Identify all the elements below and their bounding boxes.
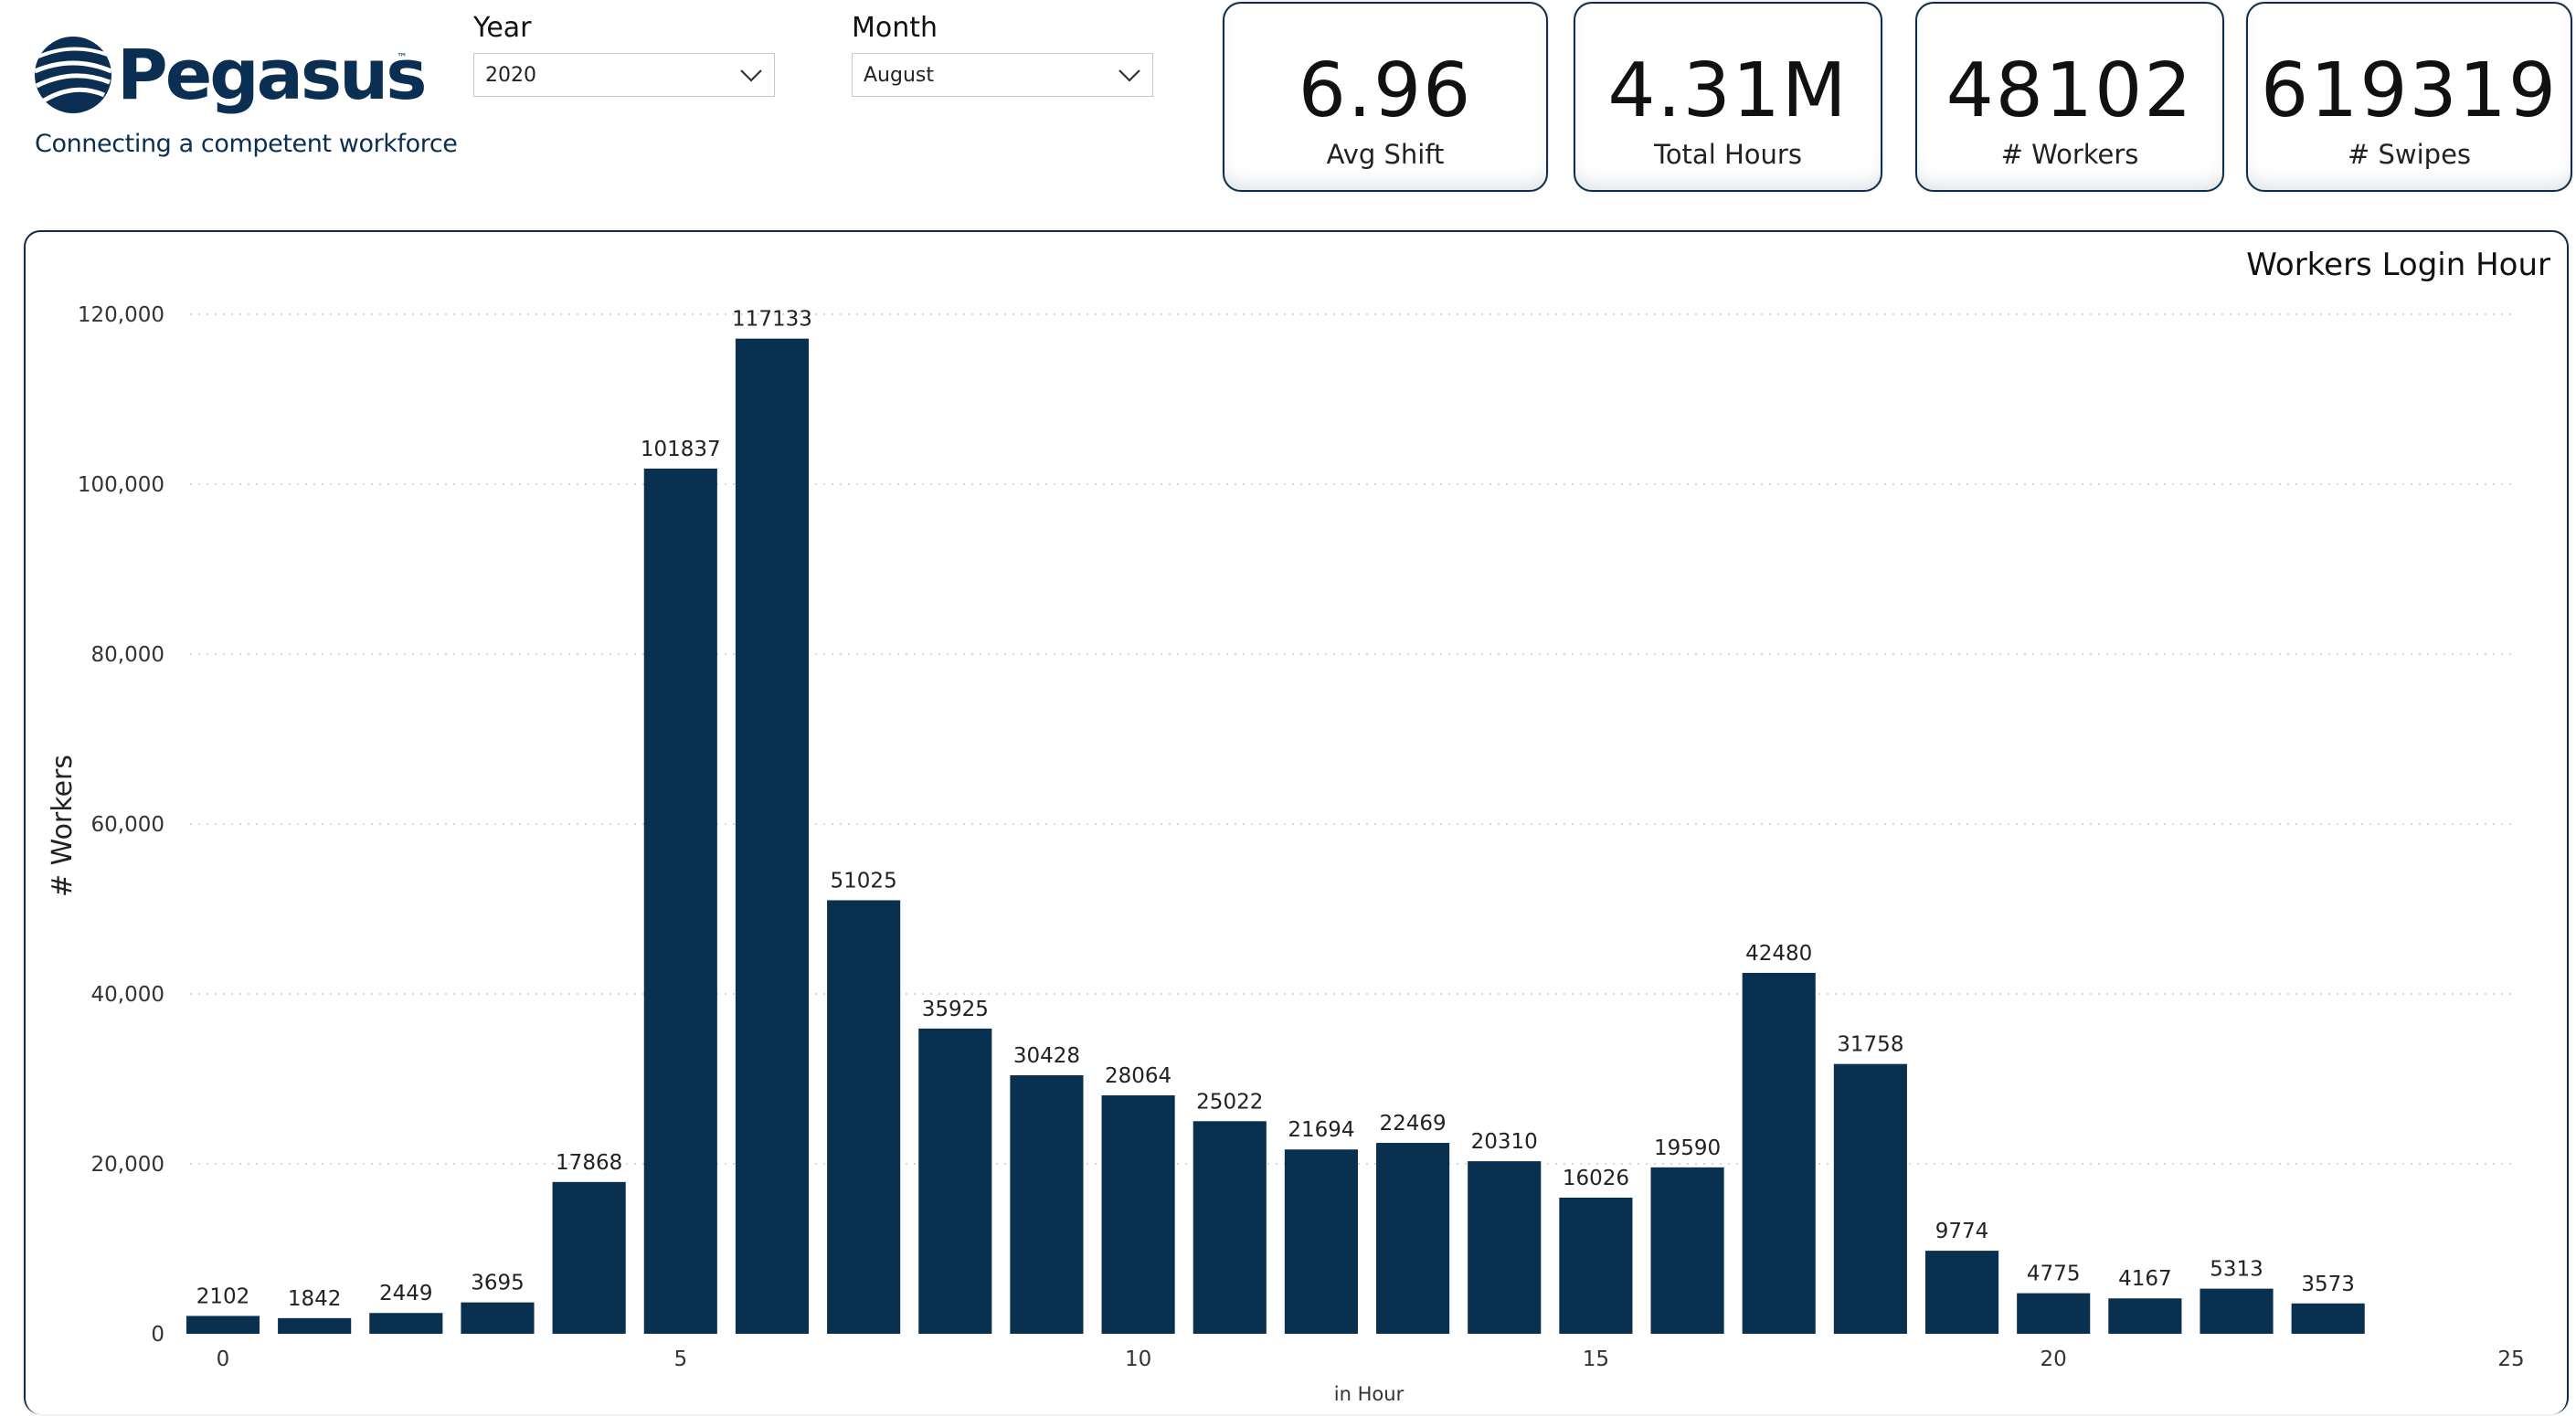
- bar: [461, 1302, 535, 1334]
- bar: [735, 338, 810, 1334]
- y-tick-label: 0: [151, 1323, 164, 1347]
- chart-title: Workers Login Hour: [2246, 247, 2550, 283]
- bar: [2200, 1288, 2274, 1334]
- data-label: 2102: [196, 1284, 250, 1308]
- data-label: 25022: [1196, 1090, 1263, 1114]
- data-label: 21694: [1288, 1118, 1354, 1142]
- bar: [2108, 1298, 2182, 1334]
- kpi-label: Avg Shift: [1326, 139, 1445, 170]
- bar: [1193, 1121, 1267, 1334]
- x-tick-label: 20: [2041, 1347, 2067, 1371]
- data-label: 31758: [1837, 1033, 1903, 1057]
- bar-chart-svg: 0 20,000 40,000 60,000 80,000 100,000 120,000 0…: [47, 303, 2525, 1405]
- data-label: 51025: [831, 869, 897, 893]
- y-tick-label: 20,000: [91, 1153, 164, 1177]
- data-label: 20310: [1471, 1130, 1538, 1154]
- kpi-label: # Workers: [2000, 139, 2139, 170]
- data-label: 3695: [471, 1272, 525, 1295]
- kpi-value: 6.96: [1298, 48, 1473, 134]
- month-dropdown[interactable]: August: [852, 53, 1153, 97]
- y-tick-label: 60,000: [91, 813, 164, 837]
- bar: [1376, 1143, 1450, 1334]
- data-label: 35925: [922, 998, 989, 1021]
- year-dropdown[interactable]: 2020: [473, 53, 775, 97]
- bar: [2291, 1303, 2365, 1334]
- data-label: 30428: [1013, 1044, 1080, 1068]
- chevron-down-icon: [1118, 69, 1140, 82]
- y-axis-title: # Workers: [47, 755, 79, 897]
- kpi-value: 48102: [1945, 48, 2194, 134]
- bar: [1010, 1075, 1084, 1334]
- kpi-card-swipes[interactable]: 619319 # Swipes: [2246, 2, 2572, 192]
- data-label: 5313: [2210, 1258, 2263, 1282]
- bar: [827, 900, 901, 1334]
- data-label: 117133: [732, 308, 812, 332]
- year-slicer-label: Year: [473, 12, 532, 44]
- y-tick-label: 40,000: [91, 983, 164, 1007]
- trademark-mark: ™: [397, 51, 408, 64]
- y-tick-label: 80,000: [91, 643, 164, 667]
- bar: [1742, 972, 1816, 1334]
- x-tick-label: 15: [1583, 1347, 1609, 1371]
- x-tick-label: 0: [217, 1347, 230, 1371]
- data-label: 16026: [1563, 1167, 1629, 1190]
- brand-name: Pegasus: [117, 34, 428, 115]
- month-selected-value: August: [864, 64, 934, 87]
- y-tick-label: 100,000: [78, 473, 164, 497]
- bar: [186, 1316, 260, 1334]
- bar: [552, 1181, 626, 1334]
- data-label: 22469: [1379, 1112, 1446, 1136]
- month-slicer: Month August: [852, 9, 1153, 97]
- x-tick-label: 25: [2497, 1347, 2524, 1371]
- bar: [1833, 1063, 1907, 1334]
- brand-tagline: Connecting a competent workforce: [35, 130, 458, 158]
- bar: [1284, 1149, 1358, 1334]
- year-slicer: Year 2020: [473, 9, 775, 97]
- bar: [1101, 1095, 1175, 1334]
- bar: [1650, 1167, 1724, 1334]
- kpi-card-avg-shift[interactable]: 6.96 Avg Shift: [1223, 2, 1548, 192]
- bar: [918, 1028, 992, 1334]
- chevron-down-icon: [740, 69, 762, 82]
- workers-login-hour-chart[interactable]: Workers Login Hour 0 20,000 40,000 60,000 80…: [24, 230, 2569, 1414]
- globe-logo-icon: [34, 37, 112, 113]
- kpi-label: Total Hours: [1654, 139, 1802, 170]
- data-label: 2449: [379, 1282, 433, 1305]
- kpi-label: # Swipes: [2347, 139, 2472, 170]
- data-label: 28064: [1105, 1064, 1171, 1088]
- data-label: 17868: [556, 1151, 622, 1175]
- kpi-value: 619319: [2260, 48, 2559, 134]
- bar: [1924, 1251, 1999, 1334]
- bar: [643, 468, 717, 1334]
- data-label: 1842: [288, 1287, 342, 1311]
- bar: [1559, 1197, 1633, 1334]
- bar: [369, 1313, 443, 1334]
- data-label: 4775: [2027, 1263, 2081, 1286]
- data-label: 101837: [641, 438, 721, 461]
- year-selected-value: 2020: [485, 64, 536, 87]
- x-axis-title: in Hour: [1334, 1383, 1405, 1405]
- bar: [1468, 1161, 1542, 1334]
- data-label: 3573: [2301, 1273, 2355, 1296]
- x-tick-label: 5: [673, 1347, 687, 1371]
- bar: [2017, 1293, 2091, 1334]
- y-tick-label: 120,000: [78, 303, 164, 327]
- kpi-value: 4.31M: [1607, 48, 1849, 134]
- month-slicer-label: Month: [852, 12, 938, 44]
- data-label: 4167: [2118, 1267, 2172, 1291]
- pegasus-logo: Pegasus ™ Connecting a competent workfor…: [33, 35, 458, 163]
- kpi-card-workers[interactable]: 48102 # Workers: [1915, 2, 2224, 192]
- data-label: 19590: [1654, 1136, 1721, 1160]
- data-label: 42480: [1745, 942, 1812, 966]
- kpi-card-total-hours[interactable]: 4.31M Total Hours: [1574, 2, 1882, 192]
- bar: [278, 1317, 352, 1334]
- x-tick-label: 10: [1125, 1347, 1151, 1371]
- data-label: 9774: [1935, 1220, 1989, 1243]
